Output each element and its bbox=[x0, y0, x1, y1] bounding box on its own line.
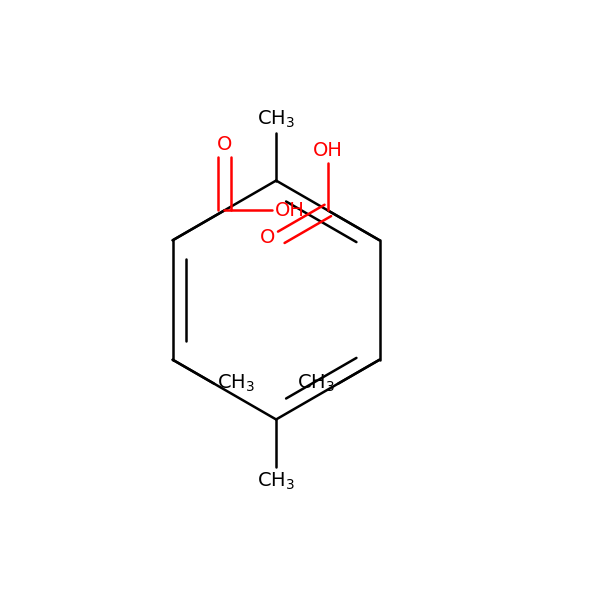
Text: CH$_3$: CH$_3$ bbox=[257, 470, 295, 491]
Text: OH: OH bbox=[313, 140, 343, 160]
Text: CH$_3$: CH$_3$ bbox=[297, 373, 335, 394]
Text: CH$_3$: CH$_3$ bbox=[257, 109, 295, 130]
Text: CH$_3$: CH$_3$ bbox=[217, 373, 255, 394]
Text: O: O bbox=[260, 228, 275, 247]
Text: O: O bbox=[217, 134, 232, 154]
Text: OH: OH bbox=[275, 201, 305, 220]
